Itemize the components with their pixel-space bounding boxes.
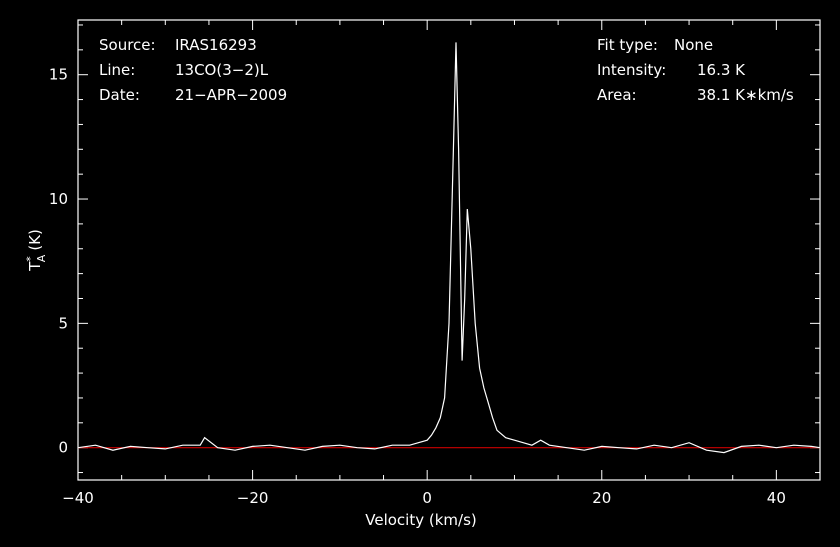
annotation-intensity-key: Intensity: (597, 61, 666, 79)
tick-labels: −40 −20 0 20 40 0 5 10 15 (49, 66, 786, 507)
axis-ticks (77, 20, 821, 480)
annotation-intensity-value: 16.3 K (697, 61, 746, 79)
y-axis-label-unit: (K) (26, 229, 44, 251)
y-tick-label: 5 (58, 314, 68, 332)
y-tick-label: 10 (49, 190, 68, 208)
y-axis-label-sup: * (24, 256, 37, 262)
y-axis-label: T*A (K) (24, 229, 48, 272)
x-tick-label: −40 (62, 489, 94, 507)
annotation-line-key: Line: (99, 61, 135, 79)
x-tick-label: 40 (767, 489, 786, 507)
annotations-right: Fit type: None Intensity: 16.3 K Area: 3… (597, 36, 794, 104)
annotation-date-key: Date: (99, 86, 140, 104)
annotations-left: Source: IRAS16293 Line: 13CO(3−2)L Date:… (99, 36, 287, 104)
svg-text:T*A(K): T*A (K) (24, 229, 48, 272)
x-tick-label: 20 (592, 489, 611, 507)
x-tick-label: 0 (422, 489, 432, 507)
spectrum-series-line (77, 42, 821, 454)
x-tick-label: −20 (237, 489, 269, 507)
y-axis-label-sub: A (35, 254, 48, 262)
plot-frame-border (77, 19, 821, 481)
annotation-fit-type-value: None (674, 36, 713, 54)
x-axis-label: Velocity (km/s) (365, 511, 476, 529)
annotation-fit-type-key: Fit type: (597, 36, 658, 54)
annotation-source-value: IRAS16293 (175, 36, 257, 54)
annotation-line-value: 13CO(3−2)L (175, 61, 269, 79)
y-axis-label-main: T (26, 261, 44, 272)
annotation-date-value: 21−APR−2009 (175, 86, 287, 104)
annotation-source-key: Source: (99, 36, 156, 54)
y-tick-label: 0 (58, 439, 68, 457)
plot-frame (77, 19, 821, 481)
y-tick-label: 15 (49, 66, 68, 84)
annotation-area-key: Area: (597, 86, 637, 104)
annotation-area-value: 38.1 K∗km/s (697, 86, 794, 104)
